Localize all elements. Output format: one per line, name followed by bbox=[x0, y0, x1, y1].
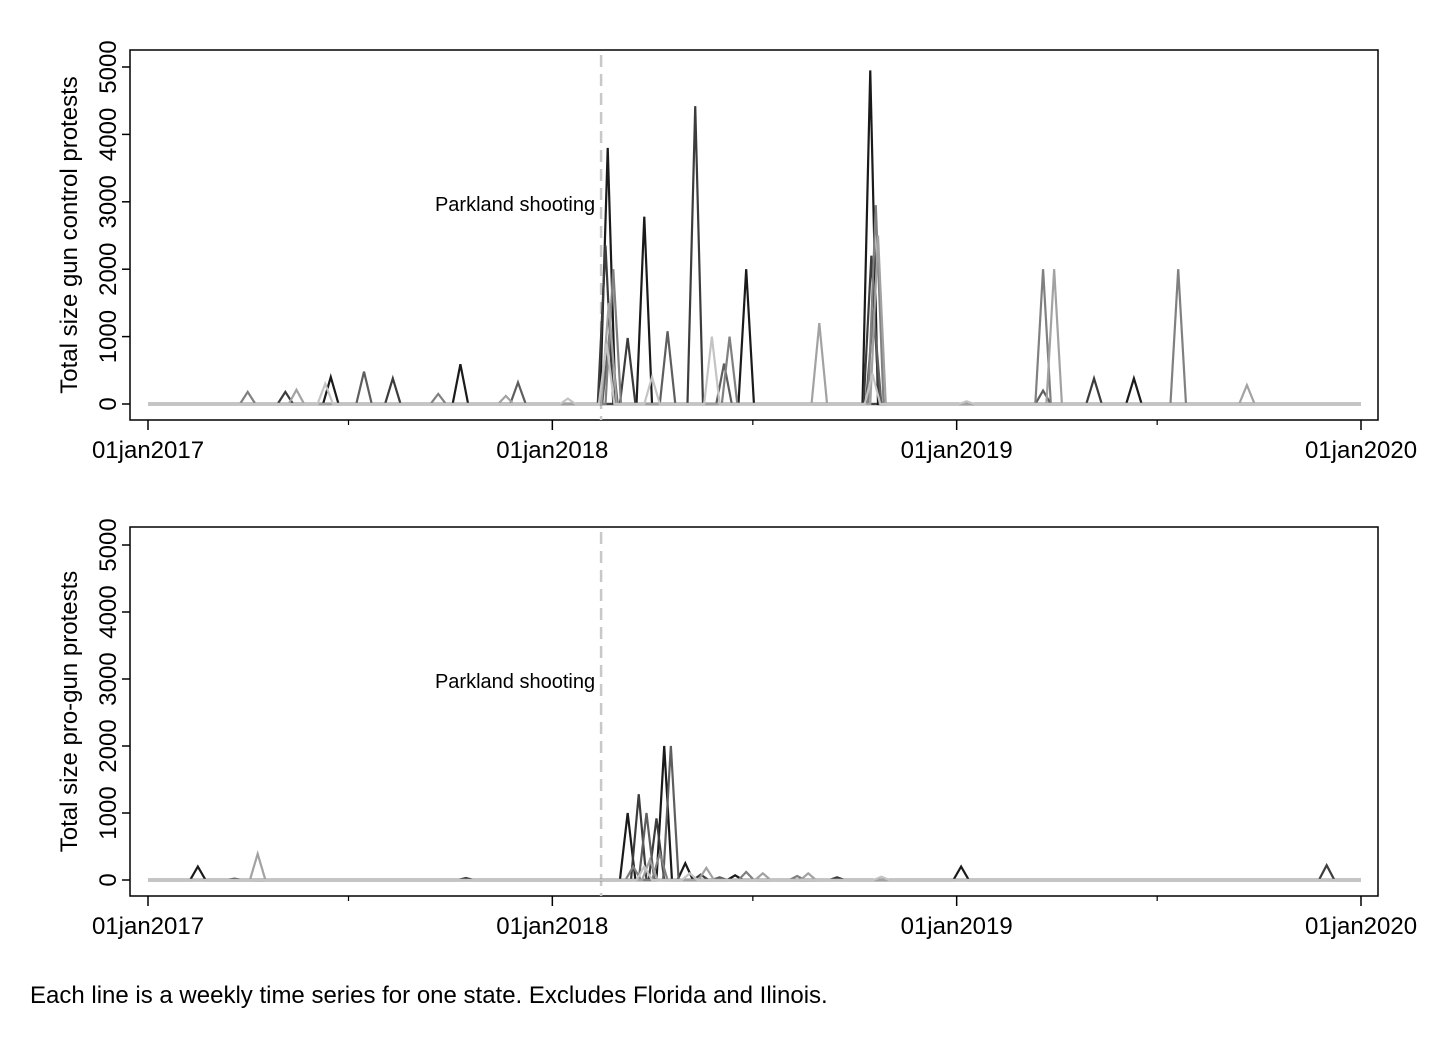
x-tick-label: 01jan2017 bbox=[92, 913, 204, 940]
plot-frame bbox=[129, 49, 1379, 421]
state-series-line bbox=[148, 794, 1361, 882]
gun-control-panel: 0 1000 2000 3000 4000 5000 Total size gun cont… bbox=[56, 40, 1417, 464]
y-tick-label: 0 bbox=[95, 873, 122, 886]
figure-caption: Each line is a weekly time series for on… bbox=[30, 982, 828, 1009]
x-tick-label: 01jan2019 bbox=[901, 913, 1013, 940]
state-series-line bbox=[148, 70, 1361, 406]
y-tick-label: 1000 bbox=[95, 310, 122, 363]
figure: 0 1000 2000 3000 4000 5000 Total size gun cont… bbox=[56, 40, 1417, 940]
plot-frame bbox=[129, 526, 1379, 897]
state-series-line bbox=[148, 106, 1361, 406]
state-series-line bbox=[148, 864, 1361, 882]
y-tick-label: 3000 bbox=[95, 652, 122, 705]
y-tick-label: 0 bbox=[95, 397, 122, 410]
state-series-line bbox=[148, 205, 1361, 406]
state-series-line bbox=[148, 336, 1361, 406]
y-tick-label: 2000 bbox=[95, 719, 122, 772]
y-tick-label: 5000 bbox=[95, 40, 122, 93]
y-tick-label: 3000 bbox=[95, 175, 122, 228]
state-series-line bbox=[148, 849, 1361, 882]
x-tick-label: 01jan2018 bbox=[496, 437, 608, 464]
y-tick-label: 1000 bbox=[95, 786, 122, 839]
parkland-annotation: Parkland shooting bbox=[435, 194, 595, 216]
x-tick-label: 01jan2018 bbox=[496, 913, 608, 940]
x-tick-label: 01jan2019 bbox=[901, 437, 1013, 464]
y-tick-label: 2000 bbox=[95, 243, 122, 296]
state-series-line bbox=[148, 745, 1361, 882]
pro-gun-panel: 0 1000 2000 3000 4000 5000 Total size pro-gun … bbox=[56, 518, 1417, 940]
y-tick-label: 4000 bbox=[95, 585, 122, 638]
x-tick-label: 01jan2020 bbox=[1305, 437, 1417, 464]
y-axis-label: Total size gun control protests bbox=[56, 76, 83, 394]
x-tick-label: 01jan2017 bbox=[92, 437, 204, 464]
y-tick-label: 4000 bbox=[95, 108, 122, 161]
y-tick-label: 5000 bbox=[95, 518, 122, 571]
y-axis-label: Total size pro-gun protests bbox=[56, 571, 83, 852]
state-series-line bbox=[148, 309, 1361, 406]
x-tick-label: 01jan2020 bbox=[1305, 913, 1417, 940]
state-series-line bbox=[148, 850, 1361, 882]
parkland-annotation: Parkland shooting bbox=[435, 671, 595, 693]
state-series-line bbox=[148, 745, 1361, 882]
